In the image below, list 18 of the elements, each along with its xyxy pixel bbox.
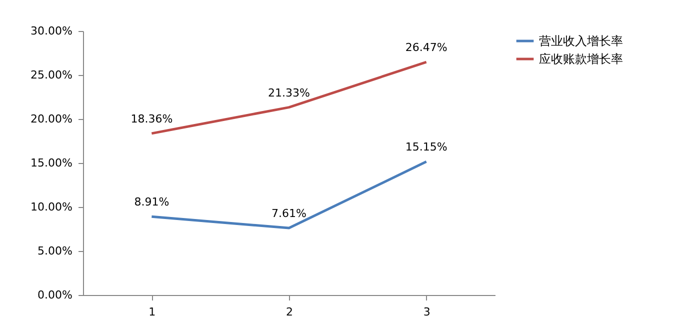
y-tick-label: 10.00% bbox=[30, 200, 72, 214]
data-label: 21.33% bbox=[268, 86, 310, 100]
data-label: 26.47% bbox=[405, 41, 448, 54]
data-label: 7.61% bbox=[272, 207, 306, 220]
legend-label: 应收账款增长率 bbox=[539, 52, 623, 66]
x-tick-label: 1 bbox=[148, 306, 156, 318]
data-label: 15.15% bbox=[405, 140, 448, 154]
y-tick-label: 15.00% bbox=[30, 156, 72, 170]
y-tick-label: 5.00% bbox=[38, 244, 72, 258]
data-label: 18.36% bbox=[130, 112, 173, 126]
data-label: 8.91% bbox=[134, 196, 170, 209]
y-tick-label: 0.00% bbox=[38, 288, 72, 302]
x-tick-label: 3 bbox=[423, 306, 430, 318]
legend-label: 营业收入增长率 bbox=[539, 34, 623, 48]
y-tick-label: 25.00% bbox=[30, 68, 72, 82]
y-tick-label: 30.00% bbox=[30, 24, 72, 38]
y-tick-label: 20.00% bbox=[30, 112, 72, 126]
x-tick-label: 2 bbox=[286, 306, 293, 318]
